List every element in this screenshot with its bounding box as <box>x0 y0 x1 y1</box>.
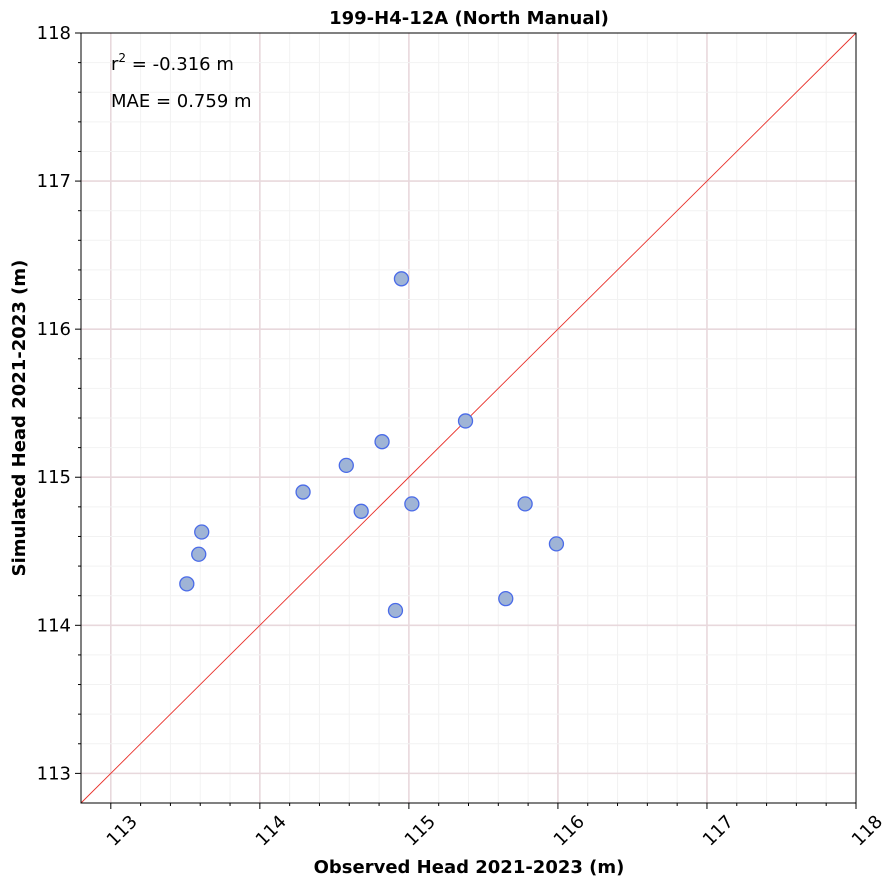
data-point <box>191 546 207 562</box>
x-tick-label: 116 <box>550 811 589 850</box>
mae-annotation: MAE = 0.759 m <box>111 91 252 112</box>
data-point <box>194 524 210 540</box>
x-tick-label: 113 <box>103 811 142 850</box>
data-point <box>404 496 420 512</box>
y-tick-label: 114 <box>37 615 71 636</box>
data-point <box>374 434 390 450</box>
x-axis-label: Observed Head 2021-2023 (m) <box>314 857 625 878</box>
x-tick-label: 114 <box>252 811 291 850</box>
y-tick-label: 113 <box>37 763 71 784</box>
data-point <box>179 576 195 592</box>
data-points <box>179 271 565 619</box>
x-tick-labels: 113 114 115 116 117 118 <box>103 811 886 850</box>
y-tick-label: 117 <box>37 171 71 192</box>
y-axis-label: Simulated Head 2021-2023 (m) <box>9 260 30 577</box>
y-tick-label: 115 <box>37 467 71 488</box>
data-point <box>498 591 514 607</box>
chart-title: 199-H4-12A (North Manual) <box>329 8 609 29</box>
data-point <box>295 484 311 500</box>
data-point <box>548 536 565 552</box>
x-tick-label: 117 <box>699 811 738 850</box>
x-tick-label: 118 <box>848 811 886 850</box>
data-point <box>387 602 404 619</box>
data-point <box>338 457 354 474</box>
y-tick-labels: 113 114 115 116 117 118 <box>37 23 71 784</box>
tick-marks <box>75 32 857 809</box>
x-tick-label: 115 <box>401 811 440 850</box>
r2-annotation: r2 = -0.316 m <box>111 51 234 75</box>
data-point <box>457 413 474 429</box>
data-point <box>353 503 369 519</box>
data-point <box>393 271 410 287</box>
y-tick-label: 116 <box>37 319 71 340</box>
y-tick-label: 118 <box>37 23 71 44</box>
data-point <box>517 496 533 512</box>
